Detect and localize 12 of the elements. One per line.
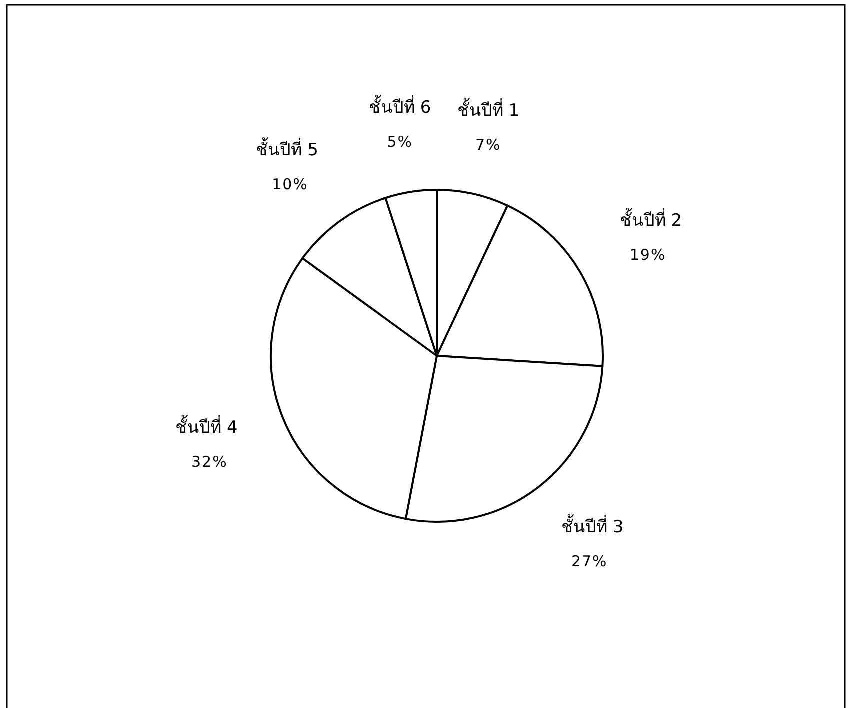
- slice-label: ชั้นปีที่ 4: [176, 414, 238, 438]
- slice-label: ชั้นปีที่ 6: [369, 95, 432, 118]
- data-label: 10%: [272, 175, 308, 194]
- slice-label: ชั้นปีที่ 1: [457, 98, 520, 121]
- slice-label: ชั้นปีที่ 2: [620, 208, 682, 232]
- slice-label: ชั้นปีที่ 3: [561, 514, 624, 538]
- data-label: 19%: [630, 246, 666, 264]
- data-label: 7%: [476, 136, 502, 154]
- data-label: 27%: [571, 552, 608, 570]
- data-label: 32%: [191, 452, 228, 471]
- slice-label: ชั้นปีที่ 5: [256, 137, 318, 160]
- data-label: 5%: [387, 133, 414, 152]
